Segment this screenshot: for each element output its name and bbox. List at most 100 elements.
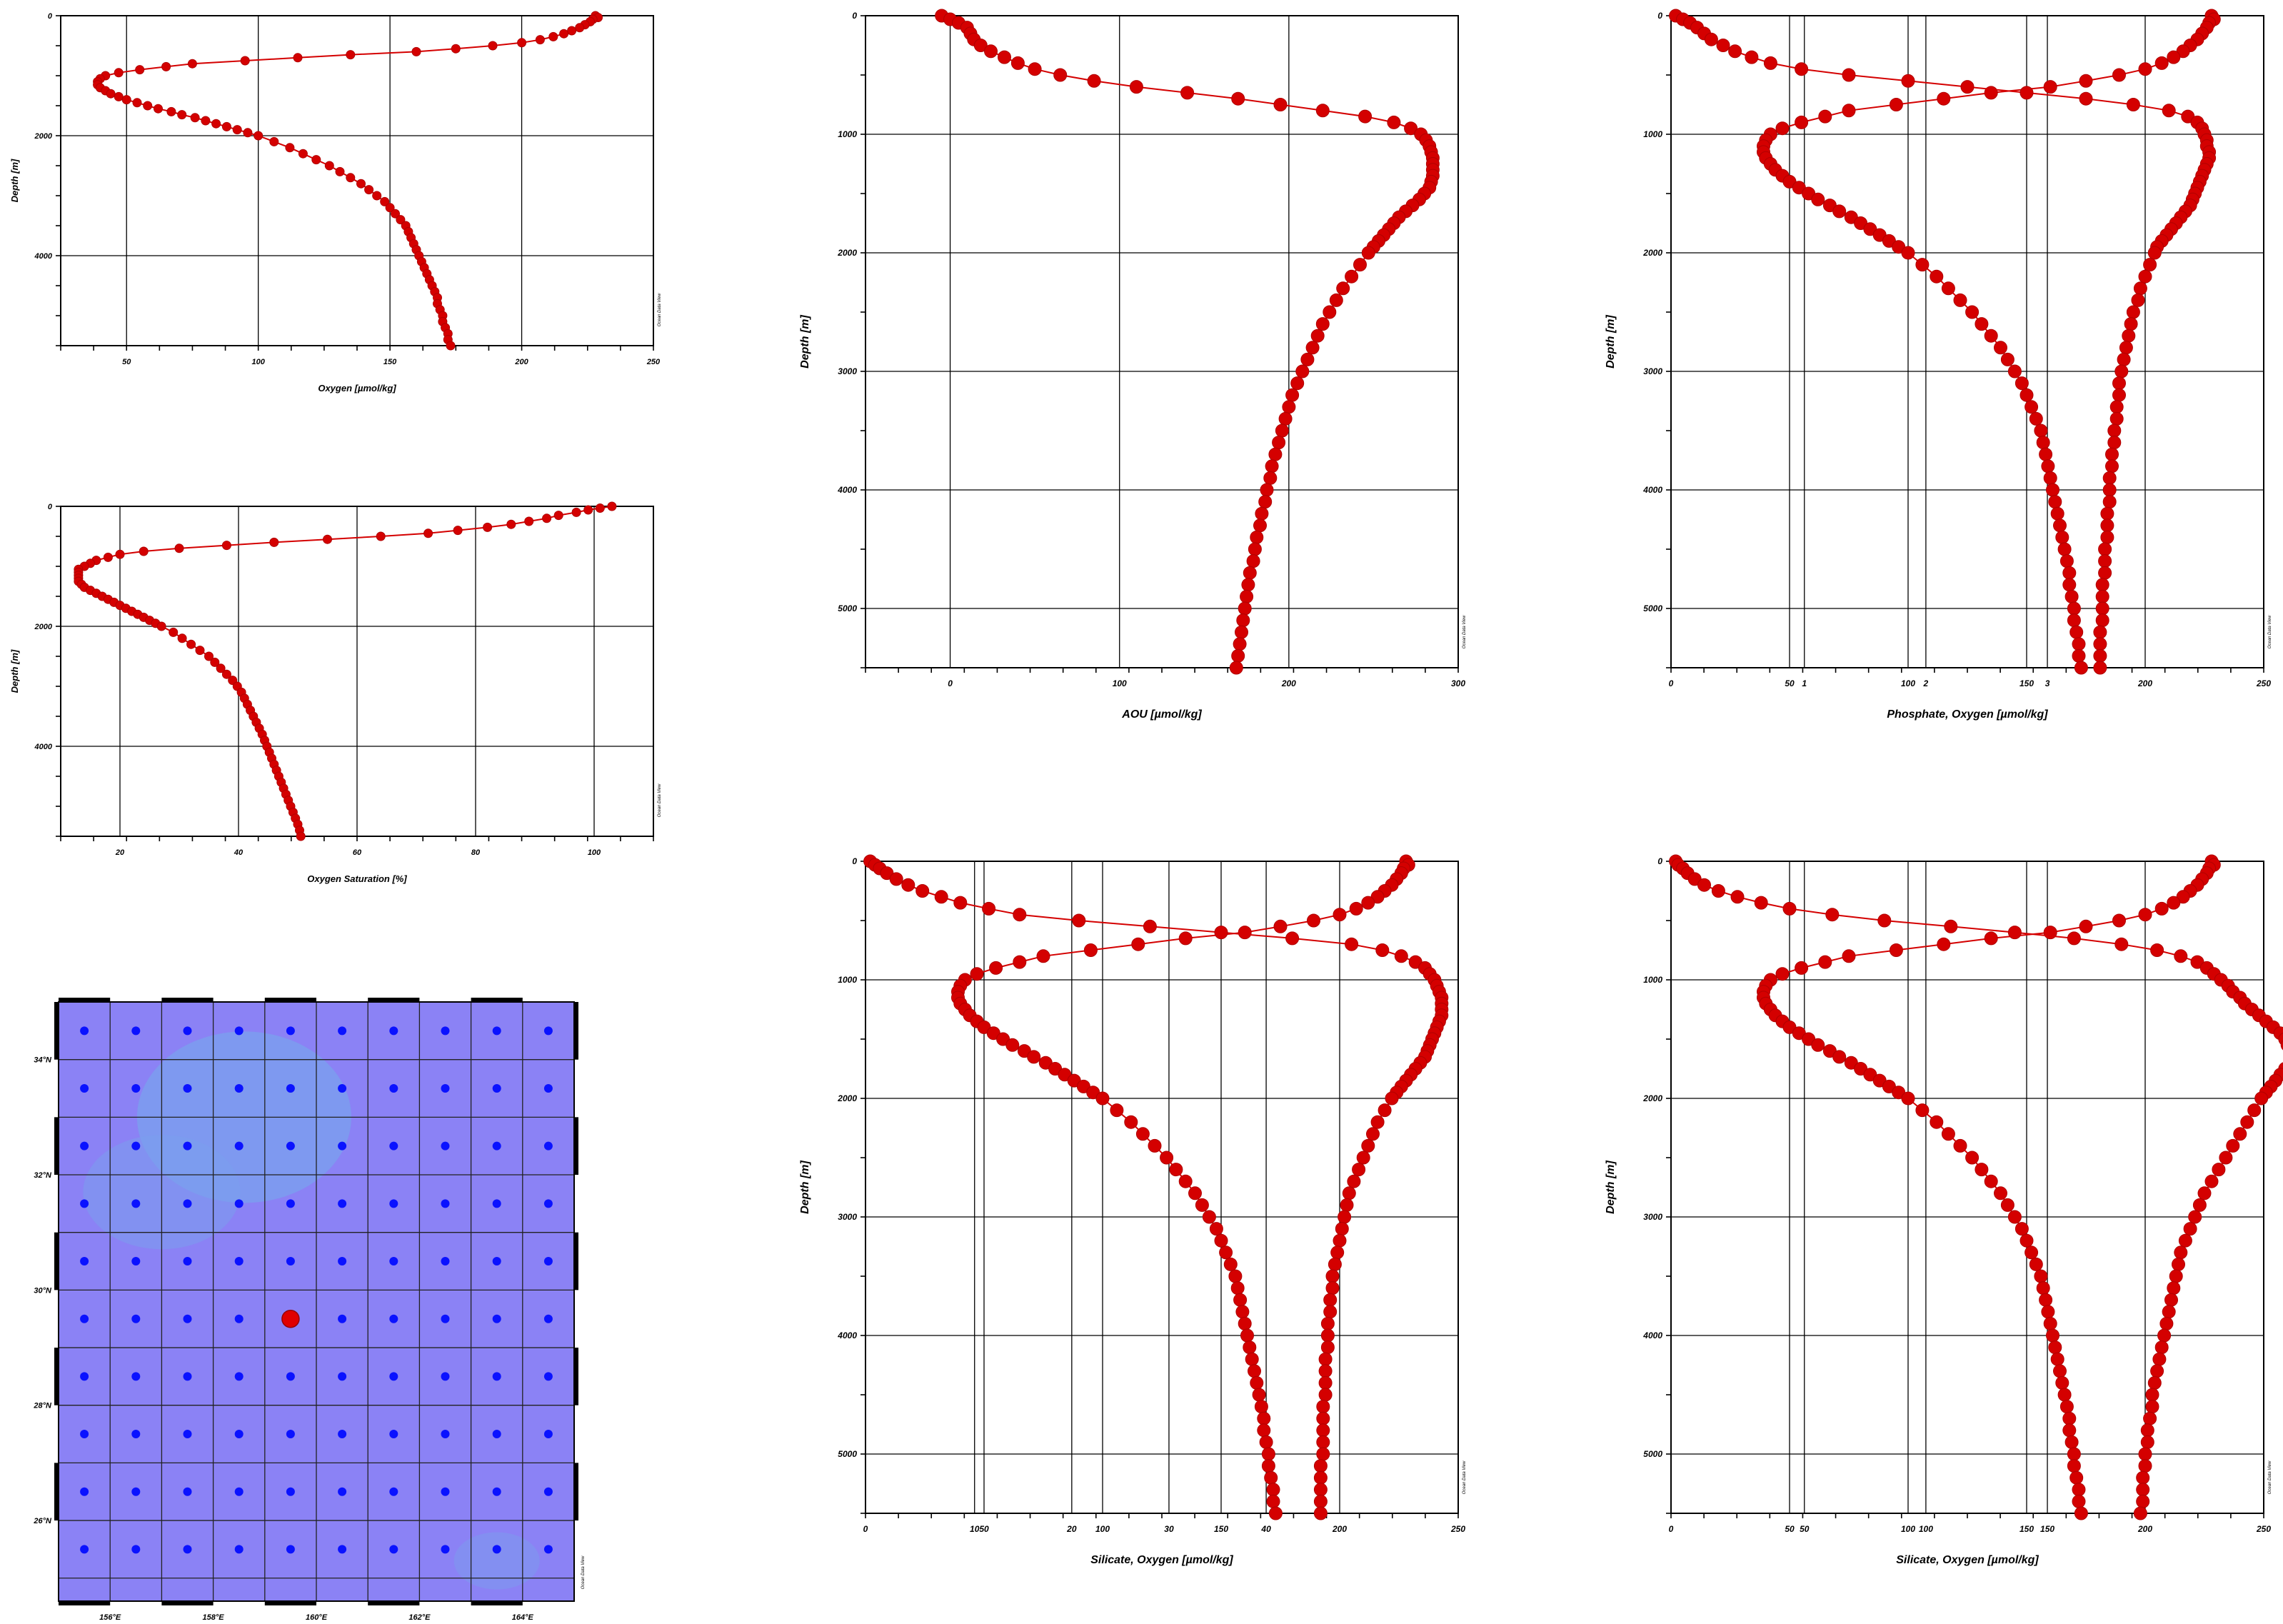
- data-point: [1318, 1388, 1333, 1402]
- data-point: [2112, 376, 2126, 391]
- y-tick-label: 5000: [838, 1449, 857, 1459]
- map-border-segment: [264, 998, 316, 1002]
- data-point: [1013, 908, 1027, 922]
- data-point: [2062, 578, 2077, 592]
- data-point: [269, 537, 279, 547]
- data-point: [2000, 352, 2014, 366]
- data-point: [380, 196, 390, 206]
- station-marker: [441, 1314, 450, 1323]
- y-tick-label: 0: [48, 12, 53, 21]
- data-point: [1965, 305, 1980, 319]
- data-point: [1338, 1210, 1352, 1224]
- data-point: [293, 53, 303, 63]
- data-point: [1361, 1138, 1375, 1153]
- data-point: [1260, 483, 1274, 497]
- data-point: [2154, 901, 2169, 916]
- station-marker: [286, 1026, 295, 1036]
- station-marker: [338, 1430, 347, 1439]
- data-point: [2136, 1494, 2150, 1508]
- x-tick-label: 150: [383, 358, 397, 366]
- data-point: [1266, 1494, 1280, 1508]
- data-point: [1228, 1269, 1243, 1283]
- data-point: [1316, 1400, 1330, 1414]
- data-point: [1333, 908, 1347, 922]
- data-point: [2162, 1305, 2176, 1319]
- data-point: [2014, 1222, 2029, 1236]
- data-point: [2112, 913, 2126, 928]
- y-tick-label: 5000: [1643, 1449, 1662, 1459]
- data-point: [1347, 1174, 1361, 1188]
- station-marker: [543, 1141, 553, 1151]
- data-point: [2053, 1364, 2067, 1378]
- x-axis-label: Oxygen [µmol/kg]: [318, 383, 396, 394]
- data-point: [1325, 1269, 1340, 1283]
- data-point: [2143, 1411, 2157, 1425]
- data-point: [2102, 495, 2117, 509]
- data-point: [1404, 121, 1418, 136]
- data-point: [1975, 1163, 1989, 1177]
- station-marker: [389, 1314, 398, 1323]
- data-point: [2062, 566, 2077, 580]
- data-point: [559, 29, 569, 39]
- data-point: [2145, 1400, 2159, 1414]
- data-point: [1315, 104, 1330, 118]
- data-point: [1087, 74, 1101, 88]
- station-map: 156°E 158°E 160°E 162°E 164°E 34°N 32°N 30°N 28°…: [33, 998, 586, 1622]
- station-marker: [183, 1199, 192, 1208]
- data-point: [1248, 542, 1262, 556]
- data-point: [2126, 98, 2140, 111]
- y-tick-label: 3000: [1643, 1212, 1662, 1222]
- data-point: [567, 26, 577, 36]
- data-point: [1711, 884, 1725, 898]
- x-tick-label: 150: [2019, 1524, 2034, 1534]
- station-marker: [234, 1487, 244, 1496]
- data-point: [934, 890, 948, 904]
- data-point: [1169, 1163, 1183, 1177]
- data-point: [1010, 56, 1025, 70]
- data-point: [1124, 1115, 1138, 1129]
- data-point: [1273, 919, 1288, 933]
- data-point: [2188, 1210, 2202, 1224]
- data-point: [1984, 329, 1998, 343]
- data-point: [2007, 364, 2022, 379]
- data-point: [2147, 246, 2162, 260]
- station-marker: [492, 1545, 501, 1554]
- data-point: [1313, 1483, 1328, 1497]
- x-tick-label: 50: [122, 358, 131, 366]
- data-point: [1072, 913, 1086, 928]
- data-point: [2064, 589, 2079, 603]
- data-point: [221, 669, 231, 679]
- data-point: [1754, 896, 1768, 910]
- station-marker: [234, 1257, 244, 1266]
- data-point: [1937, 91, 1951, 106]
- map-lat-label: 28°N: [33, 1402, 52, 1410]
- data-point: [216, 663, 226, 673]
- station-marker: [543, 1026, 553, 1036]
- y-tick-label: 0: [1657, 856, 1662, 866]
- station-marker: [389, 1257, 398, 1266]
- data-point: [2095, 613, 2109, 628]
- data-point: [1342, 1186, 1356, 1201]
- data-point: [595, 503, 605, 513]
- data-point: [1285, 388, 1300, 402]
- data-point: [254, 131, 264, 141]
- data-point: [1352, 1163, 1366, 1177]
- data-point: [166, 106, 176, 116]
- x-tick-label-secondary: 150: [2040, 1524, 2054, 1534]
- data-point: [583, 505, 593, 515]
- data-point: [2154, 56, 2169, 70]
- data-point: [187, 59, 197, 69]
- data-point: [1240, 589, 1254, 603]
- station-marker: [183, 1545, 192, 1554]
- data-point: [2072, 637, 2086, 651]
- data-point: [2174, 949, 2188, 963]
- data-point: [2112, 388, 2126, 402]
- x-axis-label: AOU [µmol/kg]: [1121, 708, 1202, 721]
- data-point: [2133, 281, 2147, 296]
- station-marker: [80, 1372, 89, 1381]
- data-point: [1385, 1091, 1399, 1106]
- station-marker: [80, 1026, 89, 1036]
- x-tick-label-secondary: 30: [1164, 1524, 1174, 1534]
- station-marker: [286, 1545, 295, 1554]
- data-point: [953, 896, 968, 910]
